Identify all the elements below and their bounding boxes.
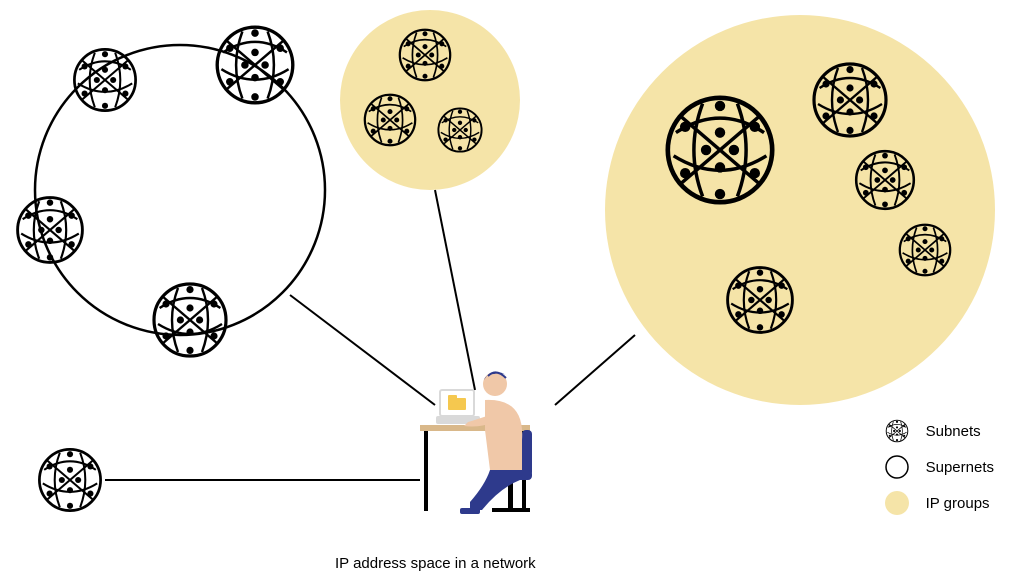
legend-swatch-supernet-icon — [884, 454, 910, 480]
legend-swatch-subnet-icon — [884, 418, 910, 444]
ip-address-space-diagram — [0, 0, 1024, 576]
legend-label: Supernets — [926, 459, 994, 476]
subnet-icon-lone — [39, 449, 100, 510]
legend-label: Subnets — [926, 423, 981, 440]
legend-row-supernet: Supernets — [884, 454, 994, 480]
legend: Subnets Supernets IP groups — [884, 418, 994, 516]
legend-label: IP groups — [926, 495, 990, 512]
subnet-icon-sup0 — [74, 49, 135, 110]
legend-row-ipgroup: IP groups — [884, 490, 994, 516]
legend-row-subnet: Subnets — [884, 418, 994, 444]
subnet-icon-sup1 — [217, 27, 293, 103]
subnet-icon-sup3 — [154, 284, 226, 356]
diagram-caption: IP address space in a network — [335, 555, 536, 572]
legend-swatch-ipgroup-icon — [884, 490, 910, 516]
person-at-desk-icon — [420, 372, 532, 514]
